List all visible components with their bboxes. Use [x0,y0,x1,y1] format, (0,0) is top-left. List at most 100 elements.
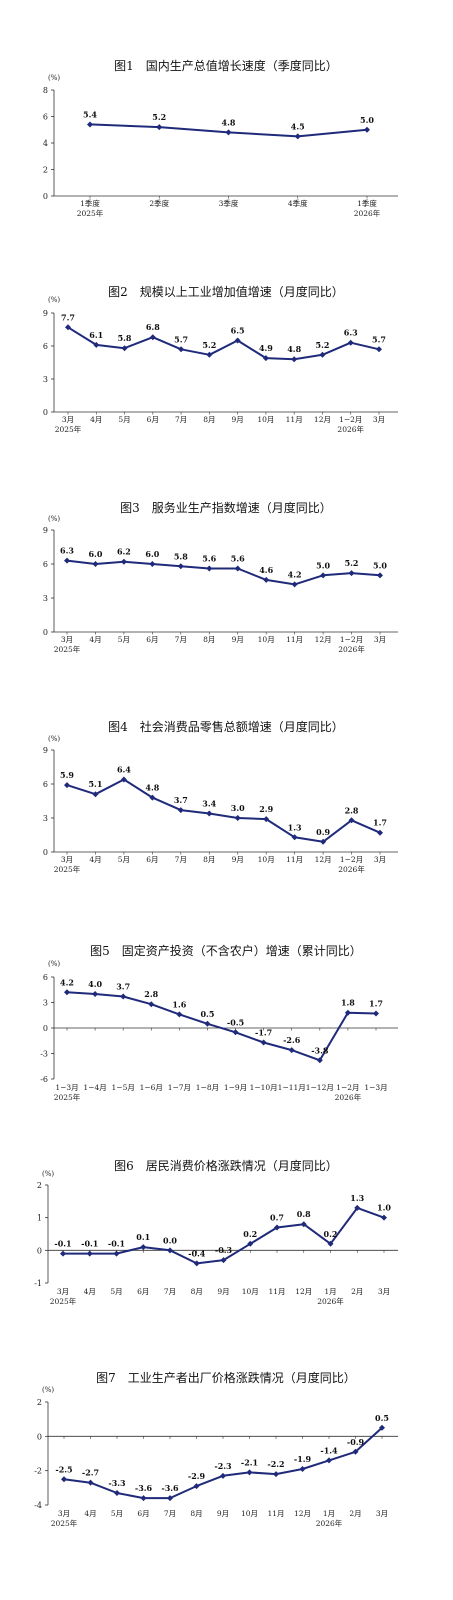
chart-7-x-tick-label: 5月 [111,1509,123,1518]
chart-1-data-label: 5.0 [360,115,374,125]
chart-4-data-point [177,807,184,814]
chart-5-x-year-label: 2025年 [54,1092,81,1102]
chart-7-data-label: -2.7 [82,1468,99,1478]
chart-7-data-point [379,1424,385,1431]
chart-5-data-label: 2.8 [144,989,158,999]
chart-6-data-label: 1.3 [350,1193,364,1203]
chart-4-data-point [377,829,383,836]
chart-6-title: 图6 居民消费价格涨跌情况（月度同比） [114,1158,338,1173]
chart-7-data-point [140,1495,147,1502]
chart-2-data-point [93,341,100,348]
chart-6-data-point [247,1240,254,1247]
chart-7-x-tick-label: 10月 [241,1509,258,1518]
chart-6-y-tick-label: 1 [37,1214,42,1223]
chart-7-title: 图7 工业生产者出厂价格涨跌情况（月度同比） [96,1370,356,1385]
chart-2-data-label: 4.9 [259,343,273,353]
chart-2-data-label: 6.1 [89,330,103,340]
chart-7-x-tick-label: 4月 [84,1509,96,1518]
chart-5-x-tick-label: 1−8月 [196,1083,219,1092]
chart-1-x-tick-label: 2季度 [149,198,169,208]
chart-5-data-label: -1.7 [255,1027,272,1037]
chart-6-unit: (%) [42,1170,54,1178]
chart-7-x-tick-label: 8月 [190,1509,202,1518]
chart-7-data-label: -2.1 [241,1457,258,1467]
chart-4-y-tick-label: 0 [43,848,48,857]
chart-6-y-tick-label: 0 [37,1246,42,1255]
chart-2-x-tick-label: 3月 [62,415,74,424]
chart-4-unit: (%) [48,735,60,743]
chart-5-series-line [66,991,377,1062]
chart-3-x-year-label: 2025年 [54,644,81,654]
chart-2-x-tick-label: 7月 [175,415,187,424]
chart-7-data-point [61,1476,67,1483]
chart-7-x-tick-label: 3月 [376,1509,388,1518]
chart-5-data-point [260,1039,267,1046]
chart-5-data-point [373,1010,379,1017]
chart-2-x-tick-label: 12月 [314,415,331,424]
chart-7-x-year-label: 2025年 [51,1518,78,1528]
chart-3-data-point [263,576,270,583]
chart-6-data-label: 0.0 [163,1235,177,1245]
chart-3-data-point [291,581,298,588]
chart-2-data-label: 6.5 [231,326,245,336]
chart-4-x-tick-label: 5月 [118,855,130,864]
chart-7-x-tick-label: 12月 [294,1509,311,1518]
chart-2-data-point [347,339,354,346]
chart-4-data-point [64,782,70,789]
chart-4-data-label: 3.0 [231,803,245,813]
chart-3-data-label: 5.6 [231,554,245,564]
chart-3-data-point [320,572,327,579]
chart-6-data-point [274,1224,280,1231]
chart-3-data-label: 6.0 [145,549,159,559]
chart-5-y-tick-label: 0 [43,1024,48,1033]
chart-5-x-tick-label: 1−9月 [224,1083,247,1092]
chart-7-data-point [352,1448,359,1455]
chart-5-data-point [64,989,70,996]
chart-1-data-label: 5.2 [152,112,166,122]
chart-5-title: 图5 固定资产投资（不含农户）增速（累计同比） [90,943,362,958]
chart-1-x-tick-label: 4季度 [288,198,308,208]
chart-6-data-label: 0.1 [136,1232,150,1242]
chart-6-data-point [113,1250,120,1257]
chart-7-x-tick-label: 9月 [217,1509,229,1518]
chart-2-data-point [262,355,269,362]
chart-7-data-point [193,1483,200,1490]
chart-6-x-year-label: 2025年 [50,1296,77,1306]
chart-4-data-label: 0.9 [316,827,330,837]
chart-6-x-tick-label: 9月 [217,1287,229,1296]
chart-6-data-label: -0.1 [81,1239,98,1249]
chart-6-data-label: 0.8 [297,1209,311,1219]
chart-3-data-point [234,565,241,572]
chart-1-data-point [156,124,163,131]
chart-7-x-tick-label: 1月 [323,1509,335,1518]
chart-4-x-year-label: 2026年 [338,864,365,874]
chart-4-x-tick-label: 1−2月 [340,855,363,864]
chart-3-y-tick-label: 0 [43,628,48,637]
chart-2-x-tick-label: 5月 [118,415,130,424]
chart-5-x-tick-label: 1−3月 [55,1083,78,1092]
chart-5-y-tick-label: -3 [40,1050,48,1059]
chart-7-y-tick-label: -4 [34,1501,42,1510]
chart-2-data-label: 5.2 [202,340,216,350]
chart-7-x-tick-label: 2月 [349,1509,361,1518]
chart-4-y-tick-label: 9 [43,746,48,755]
chart-2-y-tick-label: 6 [43,342,48,351]
chart-2-x-tick-label: 8月 [203,415,215,424]
chart-5-data-point [148,1001,155,1008]
chart-5-y-tick-label: 3 [43,999,48,1008]
chart-5-data-point [176,1011,183,1018]
chart-2-data-point [291,356,298,363]
chart-3-unit: (%) [48,515,60,523]
chart-2-x-tick-label: 10月 [257,415,274,424]
chart-4-data-point [291,834,298,841]
chart-5-x-year-label: 2026年 [335,1092,362,1102]
chart-3-x-tick-label: 3月 [374,635,386,644]
chart-2-y-tick-label: 9 [43,309,48,318]
chart-5-x-tick-label: 1−7月 [168,1083,191,1092]
chart-5-data-point [92,991,99,997]
chart-7-data-label: 0.5 [375,1413,389,1423]
chart-3-data-label: 4.6 [259,565,273,575]
chart-1-data-point [225,129,232,136]
chart-6-x-tick-label: 2月 [351,1287,363,1296]
chart-3-data-point [377,572,383,579]
